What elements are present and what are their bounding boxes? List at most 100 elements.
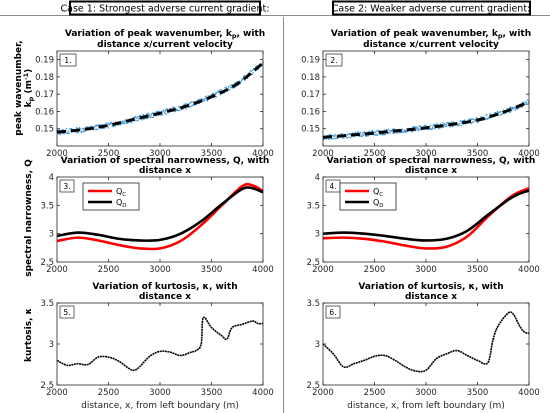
panel-1: 2000 2500 3000 3500 4000 0.15 0.16 0.17 0.18 0.19… (35, 50, 274, 159)
scatter-point (207, 94, 209, 97)
scatter-point (156, 111, 159, 113)
scatter-point (189, 102, 191, 104)
x-tick-label: 3500 (467, 149, 489, 159)
scatter-point (96, 128, 99, 131)
scatter-point (452, 121, 455, 123)
scatter-point (236, 80, 238, 83)
scatter-point (396, 132, 398, 135)
scatter-point (449, 125, 452, 128)
y-tick-label: 0.18 (301, 73, 320, 83)
scatter-point (470, 122, 473, 125)
x-tick-label: 2000 (312, 149, 334, 159)
y-tick-label: 3.5 (306, 201, 320, 211)
panel-3-legend: QC QD (82, 182, 140, 211)
x-tick-label: 3000 (149, 149, 171, 159)
scatter-point (374, 131, 377, 134)
scatter-point (360, 133, 362, 135)
scatter-point (363, 130, 366, 133)
scatter-point (393, 128, 396, 130)
kurtosis-line (56, 316, 264, 372)
x-tick-label: 4000 (518, 388, 540, 398)
panel-4-legend: QC QD (339, 182, 397, 211)
scatter-point (104, 127, 106, 129)
panel-badge-label: 1. (64, 56, 71, 65)
scatter-point (215, 96, 218, 98)
scatter-point (423, 124, 426, 127)
scatter-point (142, 113, 145, 116)
scatter-point (412, 130, 414, 132)
scatter-point (172, 106, 174, 108)
scatter-point (373, 131, 376, 133)
scatter-point (126, 122, 128, 125)
scatter-point (460, 124, 463, 127)
scatter-point (178, 109, 181, 112)
scatter-point (333, 137, 335, 140)
y-tick-label: 3 (315, 230, 320, 240)
legend-qd-label: QD (116, 198, 127, 209)
scatter-point (76, 127, 79, 129)
x-tick-label: 2500 (364, 149, 386, 159)
panel-1-ylabel-line-1: peak wavenumber, (14, 40, 24, 135)
fit-line (56, 61, 264, 134)
scatter-point (416, 128, 419, 130)
scatter-point (204, 97, 206, 99)
x-tick-label: 3500 (201, 265, 223, 275)
scatter-point (204, 95, 207, 98)
scatter-point (481, 116, 483, 118)
y-tick-label: 0.19 (301, 56, 320, 66)
x-tick-label: 2500 (98, 388, 120, 398)
scatter-point (486, 113, 488, 116)
scatter-point (68, 132, 71, 134)
scatter-point (243, 74, 246, 77)
scatter-point (143, 118, 145, 120)
scatter-point (451, 121, 453, 123)
scatter-point (368, 130, 370, 132)
scatter-point (402, 131, 405, 134)
scatter-point (67, 130, 70, 132)
scatter-point (499, 110, 502, 113)
panel-3-ylabel: spectral narrowness, Q (24, 159, 34, 277)
scatter-point (190, 101, 193, 103)
qc-line (56, 182, 264, 251)
scatter-point (78, 126, 81, 129)
scatter-point (240, 80, 243, 82)
scatter-point (389, 132, 391, 134)
scatter-point (525, 101, 528, 104)
x-tick-label: 2000 (312, 388, 334, 398)
scatter-point (387, 128, 389, 131)
scatter-point (123, 120, 125, 123)
scatter-point (361, 135, 363, 138)
x-tick-label: 4000 (252, 149, 274, 159)
y-tick-label: 0.18 (35, 73, 54, 83)
y-tick-label: 3.5 (306, 299, 320, 309)
scatter-point (379, 133, 382, 136)
scatter-point (328, 138, 330, 140)
scatter-point (150, 114, 152, 116)
scatter-point (477, 121, 479, 124)
y-tick-label: 3 (315, 340, 320, 350)
panel-badge (59, 179, 75, 193)
scatter-point (139, 114, 142, 117)
scatter-point (498, 114, 500, 116)
scatter-point (108, 124, 111, 126)
scatter-point (251, 73, 253, 75)
scatter-point (57, 129, 59, 131)
scatter-point (431, 126, 434, 128)
scatter-point (404, 129, 407, 132)
scatter-point (417, 129, 419, 132)
scatter-point (357, 131, 360, 133)
panel-5-xlabel: distance, x, from left boundary (m) (81, 401, 239, 411)
scatter-point (427, 128, 430, 131)
scatter-point (79, 128, 82, 130)
scatter-point (496, 110, 499, 113)
scatter-point (177, 110, 179, 112)
scatter-point (152, 116, 154, 118)
scatter-point (83, 128, 85, 131)
scatter-point (425, 124, 427, 127)
x-tick-label: 2500 (364, 265, 386, 275)
x-tick-label: 3000 (415, 388, 437, 398)
scatter-point (102, 127, 105, 130)
y-tick-label: 2.5 (40, 258, 54, 268)
y-tick-label: 0.16 (301, 107, 320, 117)
y-tick-label: 3 (49, 340, 54, 350)
